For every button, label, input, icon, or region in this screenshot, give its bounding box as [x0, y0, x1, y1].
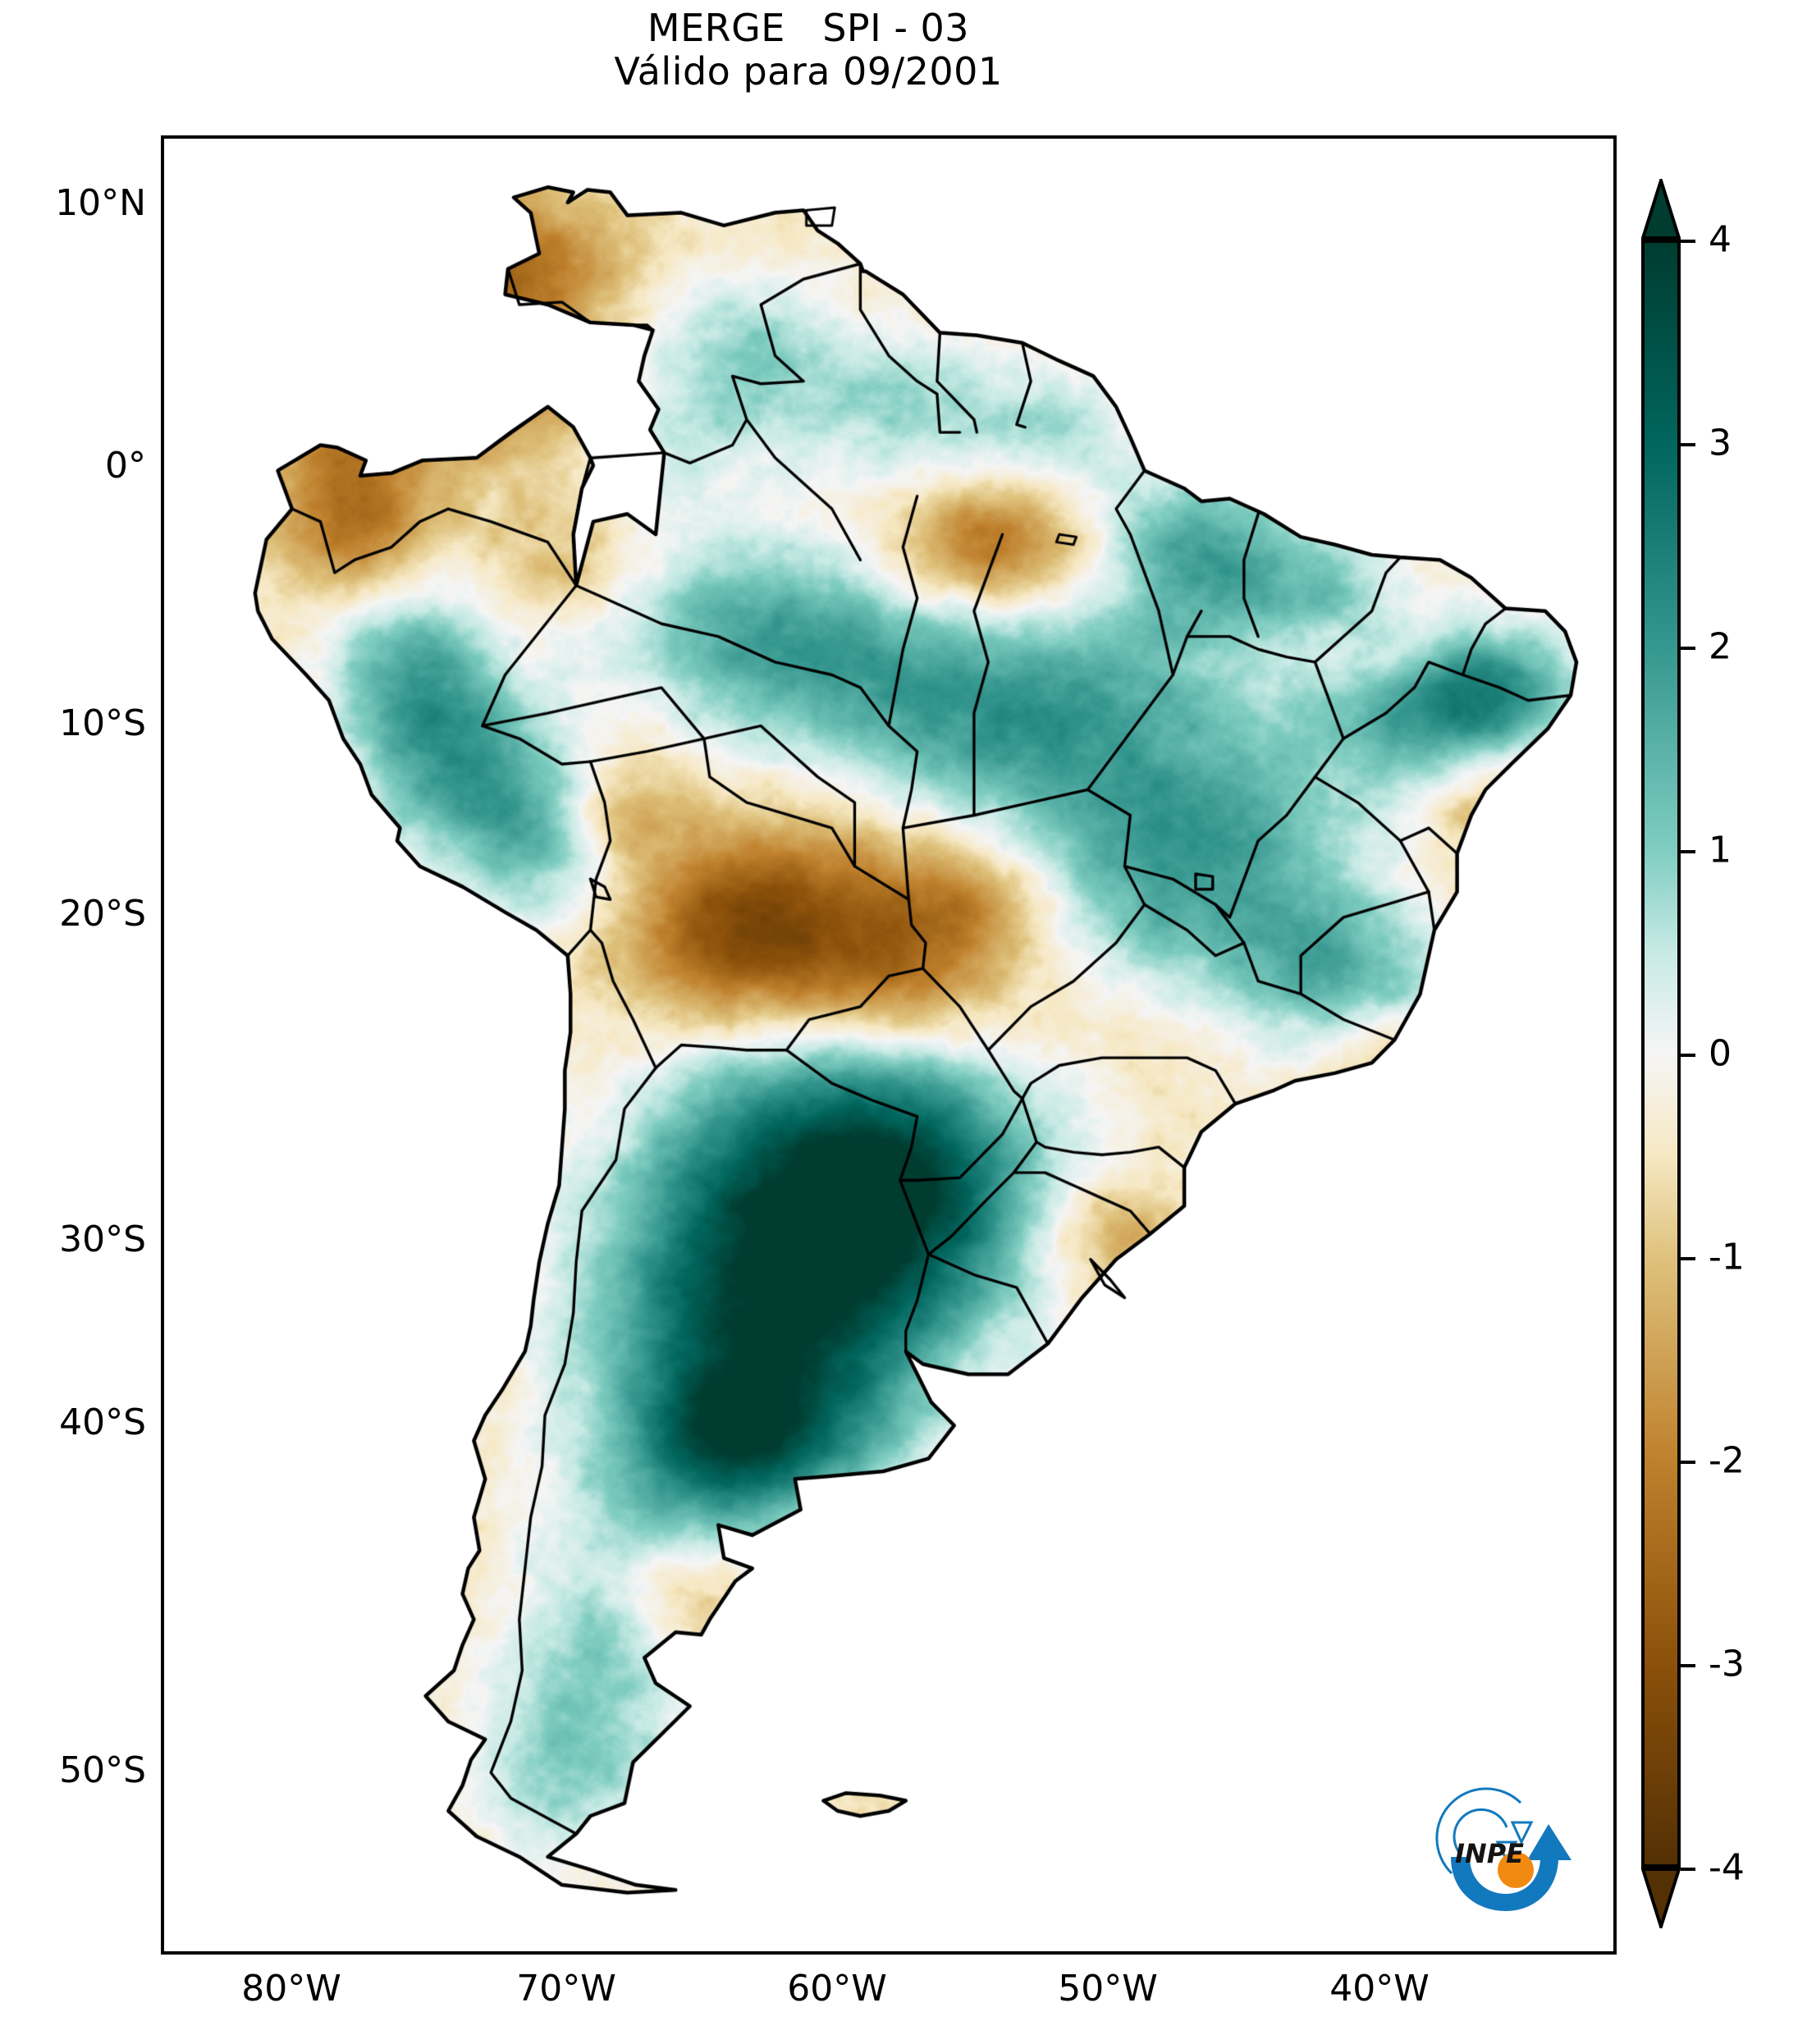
- y-tick-label-10n: 10°N: [55, 182, 146, 224]
- colorbar-tick-2: [1681, 647, 1695, 650]
- y-tick-label-10s: 10°S: [59, 702, 146, 744]
- x-tick-label-70w: 70°W: [516, 1968, 616, 2010]
- colorbar-tick-1: [1681, 850, 1695, 853]
- colorbar-ticklabel-0: 0: [1709, 1032, 1732, 1075]
- y-tick-label-40s: 40°S: [59, 1402, 146, 1443]
- x-tick-label-80w: 80°W: [241, 1968, 341, 2010]
- y-tick-label-50s: 50°S: [59, 1749, 146, 1791]
- colorbar-ticklabel-3: 3: [1709, 422, 1732, 464]
- inpe-swoosh-icon: [1451, 1824, 1572, 1911]
- y-tick-label-30s: 30°S: [59, 1219, 146, 1260]
- x-tick-label-60w: 60°W: [787, 1968, 887, 2010]
- colorbar-tick-3: [1681, 443, 1695, 446]
- colorbar-ticklabel-1: 1: [1709, 829, 1732, 871]
- colorbar-ticklabel-minus1: -1: [1709, 1236, 1745, 1278]
- title-line-2: Válido para 09/2001: [614, 48, 1003, 94]
- map-axes-frame[interactable]: [161, 135, 1617, 1955]
- colorbar-ticklabel-4: 4: [1709, 218, 1732, 261]
- colorbar-tick-0: [1681, 1054, 1695, 1057]
- colorbar-ticklabel-minus3: -3: [1709, 1643, 1745, 1685]
- inpe-inner-arc-icon: [1453, 1808, 1508, 1857]
- colorbar-extend-max-arrow: [1641, 179, 1681, 240]
- colorbar-tick-minus4: [1681, 1868, 1695, 1871]
- inpe-outer-arc-icon: [1435, 1787, 1522, 1875]
- inpe-wordmark: INPE: [1455, 1838, 1524, 1869]
- colorbar-tick-4: [1681, 240, 1695, 243]
- title-line-1: MERGE SPI - 03: [647, 6, 970, 50]
- x-tick-label-50w: 50°W: [1058, 1968, 1158, 2010]
- x-tick-label-40w: 40°W: [1329, 1968, 1430, 2010]
- y-tick-label-20s: 20°S: [59, 893, 146, 935]
- colorbar-tick-minus2: [1681, 1461, 1695, 1464]
- spi-heatmap-canvas[interactable]: [164, 139, 1613, 1951]
- colorbar-extend-min-arrow: [1641, 1868, 1681, 1928]
- colorbar-tick-minus3: [1681, 1664, 1695, 1667]
- inpe-orange-dot-icon: [1498, 1852, 1534, 1888]
- inpe-arrowhead-inner-icon: [1495, 1841, 1518, 1863]
- colorbar-gradient[interactable]: [1641, 240, 1681, 1868]
- inpe-arrowhead-outer-icon: [1510, 1821, 1534, 1845]
- colorbar-ticklabel-minus4: -4: [1709, 1846, 1745, 1889]
- chart-title-block: MERGE SPI - 03 Válido para 09/2001: [0, 7, 1617, 94]
- y-tick-label-0: 0°: [105, 445, 146, 487]
- colorbar-tick-minus1: [1681, 1257, 1695, 1260]
- inpe-logo: INPE: [1424, 1785, 1580, 1920]
- colorbar[interactable]: 4 3 2 1 0 -1 -2 -3 -4: [1641, 115, 1797, 1994]
- colorbar-ticklabel-2: 2: [1709, 625, 1732, 668]
- colorbar-ticklabel-minus2: -2: [1709, 1439, 1745, 1482]
